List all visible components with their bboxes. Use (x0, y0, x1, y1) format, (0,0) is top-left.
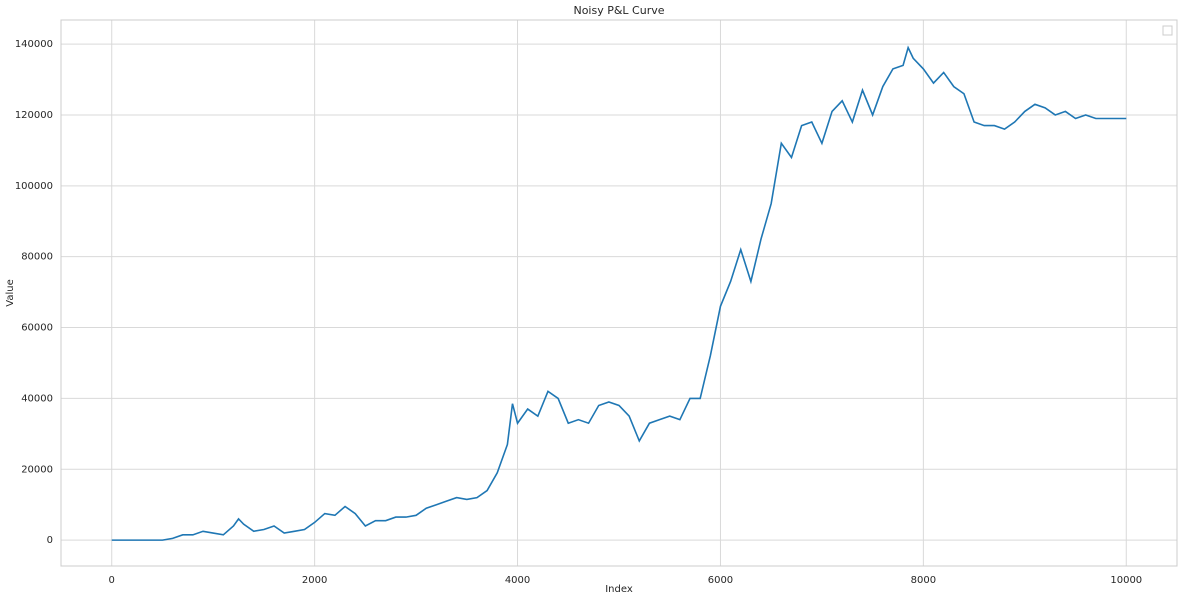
chart-title: Noisy P&L Curve (573, 4, 664, 17)
x-tick-label: 8000 (911, 575, 936, 586)
x-tick-label: 10000 (1110, 575, 1142, 586)
y-tick-label: 140000 (15, 39, 53, 50)
x-tick-label: 2000 (302, 575, 327, 586)
legend-box (1162, 25, 1173, 36)
x-tick-label: 4000 (505, 575, 530, 586)
y-tick-label: 80000 (21, 252, 53, 263)
x-tick-label: 6000 (708, 575, 733, 586)
y-tick-label: 60000 (21, 323, 53, 334)
y-tick-label: 40000 (21, 393, 53, 404)
y-tick-label: 0 (47, 535, 53, 546)
plot-frame (60, 19, 1178, 567)
y-tick-label: 100000 (15, 181, 53, 192)
x-tick-label: 0 (109, 575, 115, 586)
y-tick-label: 120000 (15, 110, 53, 121)
x-axis-label: Index (605, 584, 633, 595)
y-tick-label: 20000 (21, 464, 53, 475)
y-axis-label: Value (5, 279, 16, 306)
line-series (111, 45, 1127, 541)
